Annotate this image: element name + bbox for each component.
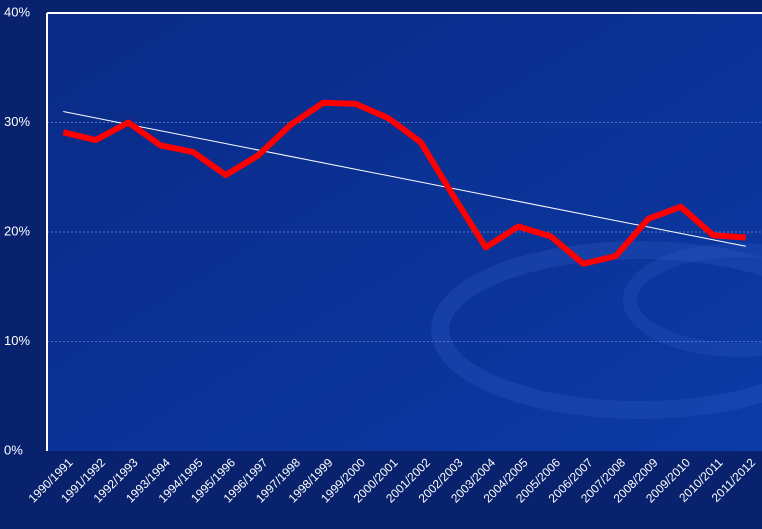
decoration (623, 243, 762, 357)
y-tick-label: 40% (4, 4, 30, 19)
decoration (431, 241, 762, 419)
plot (47, 99, 762, 342)
y-tick-label: 20% (4, 223, 30, 238)
data-line (62, 99, 746, 267)
trend-line (63, 111, 746, 247)
y-tick-label: 10% (4, 333, 30, 348)
y-tick-label: 0% (4, 442, 23, 457)
y-tick-label: 30% (4, 114, 30, 129)
